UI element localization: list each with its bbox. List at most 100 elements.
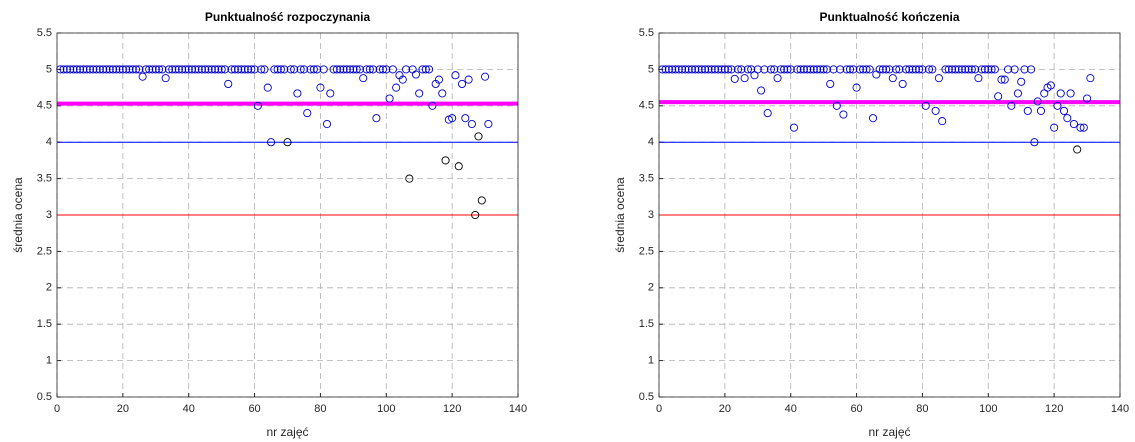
- point: [122, 65, 131, 74]
- point: [108, 65, 118, 74]
- point: [875, 65, 884, 74]
- point: [822, 65, 831, 74]
- point: [309, 65, 318, 74]
- point: [467, 119, 476, 129]
- point: [671, 65, 680, 74]
- point: [270, 65, 279, 74]
- y-tick-label: 4: [648, 136, 654, 148]
- point: [842, 65, 851, 74]
- point: [224, 79, 233, 89]
- point: [234, 65, 243, 74]
- y-tick-label: 4: [46, 136, 52, 148]
- point: [766, 65, 776, 74]
- point: [105, 65, 114, 74]
- x-tick-label: 20: [117, 403, 129, 415]
- point: [664, 65, 673, 74]
- point: [296, 65, 305, 74]
- point: [441, 156, 450, 165]
- point: [948, 65, 957, 74]
- point: [181, 65, 190, 74]
- point: [845, 65, 855, 74]
- x-tick-label: 140: [509, 403, 527, 415]
- y-tick-label: 4.5: [639, 100, 654, 112]
- point: [773, 74, 782, 83]
- point: [79, 65, 88, 74]
- point: [362, 65, 371, 74]
- point: [191, 65, 200, 74]
- point: [286, 65, 295, 74]
- axes-frame: [658, 32, 1121, 398]
- point: [697, 65, 706, 74]
- x-tick-label: 100: [377, 403, 395, 415]
- x-tick-label: 0: [656, 403, 662, 415]
- x-tick-label: 40: [183, 403, 195, 415]
- y-tick-label: 2: [648, 282, 654, 294]
- point: [158, 65, 167, 74]
- y-tick-label: 2.5: [639, 245, 654, 257]
- x-axis-label: nr zajęć: [868, 425, 910, 439]
- point: [342, 65, 351, 74]
- point: [1059, 106, 1069, 115]
- point: [1030, 138, 1039, 147]
- point: [174, 65, 183, 74]
- point: [674, 65, 683, 74]
- point: [204, 65, 213, 74]
- point: [737, 65, 746, 74]
- point: [369, 65, 378, 74]
- point: [1050, 123, 1059, 132]
- y-tick-label: 2: [46, 282, 52, 294]
- point: [273, 65, 282, 74]
- point: [411, 70, 420, 79]
- point: [928, 65, 937, 74]
- point: [1056, 89, 1065, 98]
- point: [816, 65, 825, 74]
- point: [908, 65, 917, 74]
- point: [66, 65, 75, 74]
- point: [803, 65, 812, 74]
- point: [944, 65, 953, 74]
- point: [1000, 75, 1009, 84]
- point: [474, 132, 483, 141]
- point: [796, 65, 805, 74]
- point: [1066, 89, 1075, 98]
- point: [980, 65, 990, 74]
- point: [401, 65, 411, 74]
- point: [760, 65, 769, 74]
- y-tick-label: 3.5: [639, 173, 654, 185]
- y-tick-label: 4.5: [37, 100, 52, 112]
- point: [714, 65, 723, 74]
- point: [1020, 65, 1029, 74]
- point: [178, 65, 187, 74]
- point: [994, 92, 1003, 101]
- point: [155, 65, 164, 74]
- point: [924, 65, 934, 74]
- point: [753, 65, 762, 74]
- point: [1083, 94, 1092, 103]
- point: [1086, 74, 1095, 83]
- y-tick-label: 5: [46, 63, 52, 75]
- point: [428, 101, 437, 110]
- point: [826, 79, 835, 89]
- point: [934, 74, 943, 83]
- point: [668, 65, 677, 74]
- point: [464, 75, 473, 84]
- point: [1003, 65, 1013, 74]
- point: [678, 65, 687, 74]
- point: [915, 65, 924, 74]
- y-tick-label: 3: [648, 209, 654, 221]
- point: [131, 65, 141, 74]
- point: [763, 109, 772, 118]
- point: [898, 79, 907, 89]
- point: [865, 65, 874, 74]
- point: [832, 101, 841, 110]
- point: [214, 65, 223, 74]
- point: [931, 106, 940, 115]
- point: [382, 65, 391, 74]
- point: [280, 65, 289, 74]
- y-tick-label: 3.5: [37, 173, 52, 185]
- point: [326, 89, 335, 98]
- x-tick-label: 80: [314, 403, 326, 415]
- point: [457, 79, 467, 89]
- point: [878, 65, 887, 74]
- point: [92, 65, 101, 74]
